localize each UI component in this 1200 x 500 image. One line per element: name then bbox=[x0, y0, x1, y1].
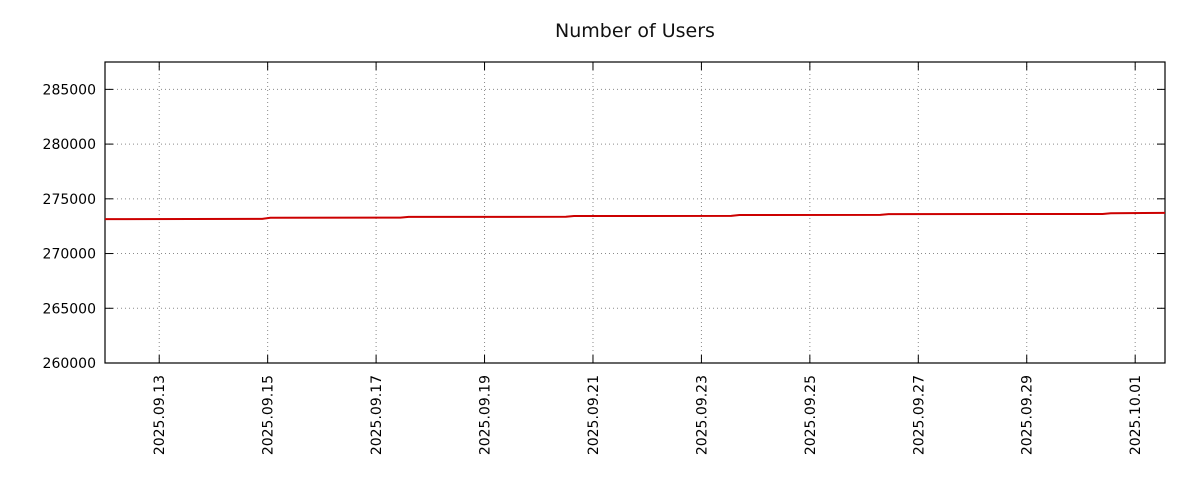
x-tick-label: 2025.09.19 bbox=[478, 375, 494, 455]
chart-plot-area: 260000 265000 270000 275000 280000 285000 2025… bbox=[43, 61, 1166, 455]
x-tick-label: 2025.10.01 bbox=[1128, 375, 1144, 455]
y-tick-label: 260000 bbox=[43, 356, 96, 372]
y-tick-label: 270000 bbox=[43, 247, 96, 263]
data-series-line bbox=[104, 211, 1166, 221]
plot-border bbox=[104, 61, 1166, 364]
y-tick-label: 280000 bbox=[43, 137, 96, 153]
x-tick-label: 2025.09.29 bbox=[1020, 375, 1036, 455]
x-tick-label: 2025.09.25 bbox=[803, 375, 819, 455]
y-tick-label: 265000 bbox=[43, 301, 96, 317]
x-tick-label: 2025.09.13 bbox=[152, 375, 168, 455]
x-tick-label: 2025.09.17 bbox=[369, 375, 385, 455]
y-tick-label: 285000 bbox=[43, 82, 96, 98]
chart-title: Number of Users bbox=[555, 20, 715, 42]
x-tick-label: 2025.09.23 bbox=[694, 375, 710, 455]
x-tick-label: 2025.09.15 bbox=[261, 375, 277, 455]
x-tick-label: 2025.09.27 bbox=[911, 375, 927, 455]
y-tick-label: 275000 bbox=[43, 192, 96, 208]
x-tick-label: 2025.09.21 bbox=[586, 375, 602, 455]
